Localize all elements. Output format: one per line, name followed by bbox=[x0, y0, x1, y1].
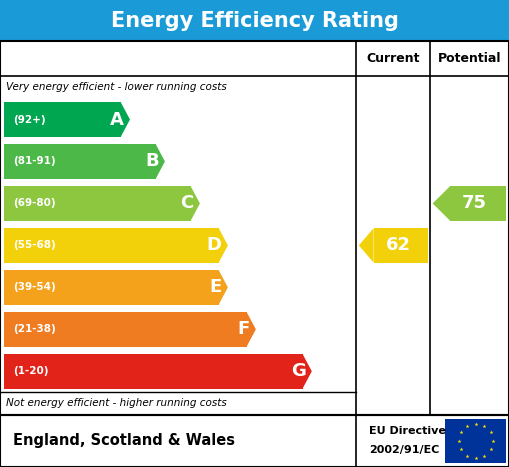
Text: (39-54): (39-54) bbox=[13, 283, 56, 292]
Text: 75: 75 bbox=[462, 194, 487, 212]
Text: (55-68): (55-68) bbox=[13, 241, 56, 250]
Text: B: B bbox=[145, 153, 159, 170]
Polygon shape bbox=[121, 102, 130, 137]
Text: 62: 62 bbox=[386, 236, 411, 255]
Polygon shape bbox=[433, 186, 450, 220]
Text: Current: Current bbox=[366, 52, 420, 65]
Text: (1-20): (1-20) bbox=[13, 366, 49, 376]
Text: C: C bbox=[181, 194, 194, 212]
Text: (92+): (92+) bbox=[13, 114, 46, 125]
Text: Very energy efficient - lower running costs: Very energy efficient - lower running co… bbox=[6, 82, 227, 92]
Bar bbox=[374, 228, 428, 262]
Text: (69-80): (69-80) bbox=[13, 198, 56, 208]
Bar bbox=[4, 354, 303, 389]
Bar bbox=[4, 102, 121, 137]
Bar bbox=[4, 312, 247, 347]
Bar bbox=[4, 186, 191, 220]
Bar bbox=[4, 144, 156, 179]
Polygon shape bbox=[219, 270, 228, 304]
Bar bbox=[4, 228, 219, 262]
Text: G: G bbox=[291, 362, 306, 380]
Bar bbox=[0, 41, 509, 415]
Text: A: A bbox=[110, 111, 124, 128]
Text: (21-38): (21-38) bbox=[13, 325, 56, 334]
Text: Not energy efficient - higher running costs: Not energy efficient - higher running co… bbox=[6, 398, 227, 409]
Text: E: E bbox=[210, 278, 222, 297]
Text: F: F bbox=[238, 320, 250, 338]
Text: Energy Efficiency Rating: Energy Efficiency Rating bbox=[110, 11, 399, 30]
Text: 2002/91/EC: 2002/91/EC bbox=[369, 445, 439, 455]
Polygon shape bbox=[247, 312, 256, 347]
Polygon shape bbox=[219, 228, 228, 262]
Text: D: D bbox=[207, 236, 222, 255]
Text: Potential: Potential bbox=[438, 52, 501, 65]
Text: (81-91): (81-91) bbox=[13, 156, 56, 166]
Bar bbox=[450, 186, 506, 220]
Polygon shape bbox=[156, 144, 165, 179]
Text: EU Directive: EU Directive bbox=[369, 426, 446, 437]
Bar bbox=[0, 415, 509, 467]
Polygon shape bbox=[359, 228, 374, 262]
Bar bbox=[4, 270, 219, 304]
Polygon shape bbox=[191, 186, 200, 220]
Bar bbox=[445, 419, 506, 463]
Polygon shape bbox=[303, 354, 312, 389]
Text: England, Scotland & Wales: England, Scotland & Wales bbox=[13, 433, 235, 448]
Bar bbox=[0, 0, 509, 41]
